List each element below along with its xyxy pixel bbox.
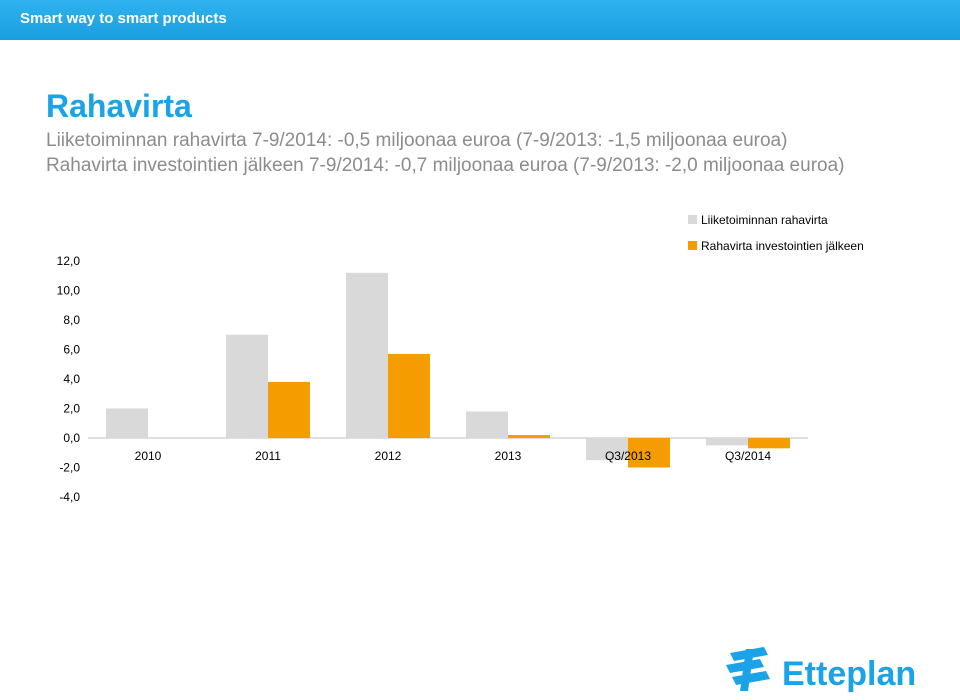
x-tick-label: Q3/2014 (725, 449, 771, 463)
top-banner: Smart way to smart products (0, 0, 960, 40)
page-title: Rahavirta (46, 88, 192, 124)
x-tick-label: Q3/2013 (605, 449, 651, 463)
y-tick-label: 12,0 (57, 254, 81, 268)
bar-operating-cashflow (106, 408, 148, 438)
legend-label: Liiketoiminnan rahavirta (701, 213, 828, 227)
y-tick-label: 8,0 (63, 313, 80, 327)
x-axis-labels: 2010 2011 2012 2013 Q3/2013 Q3/2014 (135, 449, 772, 463)
x-tick-label: 2010 (135, 449, 162, 463)
y-tick-label: 4,0 (63, 372, 80, 386)
bar-after-investments (628, 438, 670, 468)
y-axis: -4,0 -2,0 0,0 2,0 4,0 6,0 8,0 10,0 12,0 (57, 254, 808, 504)
bar-after-investments (388, 353, 430, 438)
bar-operating-cashflow (226, 334, 268, 438)
x-tick-label: 2011 (255, 449, 281, 463)
etteplan-logo: Etteplan (726, 647, 916, 693)
bar-operating-cashflow (346, 272, 388, 438)
bar-operating-cashflow (586, 438, 628, 461)
x-tick-label: 2013 (495, 449, 522, 463)
cashflow-bar-chart: -4,0 -2,0 0,0 2,0 4,0 6,0 8,0 10,0 12,0 2010 2011… (57, 213, 864, 504)
y-tick-label: 10,0 (57, 284, 81, 298)
bar-after-investments (508, 435, 550, 438)
y-tick-label: -4,0 (59, 490, 80, 504)
bar-after-investments (268, 381, 310, 438)
logo-wordmark: Etteplan (782, 655, 916, 693)
bar-operating-cashflow (466, 411, 508, 438)
y-tick-label: 0,0 (63, 431, 80, 445)
legend: Liiketoiminnan rahavirta Rahavirta invest… (688, 213, 864, 253)
y-tick-label: 6,0 (63, 343, 80, 357)
subtitle-operating-cashflow: Liiketoiminnan rahavirta 7-9/2014: -0,5 … (46, 130, 788, 151)
tagline: Smart way to smart products (20, 10, 227, 27)
etteplan-logo-icon (726, 647, 770, 691)
legend-swatch (688, 241, 697, 250)
y-tick-label: -2,0 (59, 461, 80, 475)
x-tick-label: 2012 (375, 449, 402, 463)
bar-operating-cashflow (706, 438, 748, 446)
legend-label: Rahavirta investointien jälkeen (701, 239, 864, 253)
bar-after-investments (748, 438, 790, 449)
y-tick-label: 2,0 (63, 402, 80, 416)
bars (106, 272, 790, 468)
legend-swatch (688, 215, 697, 224)
subtitle-cashflow-after-investments: Rahavirta investointien jälkeen 7-9/2014… (46, 155, 845, 176)
